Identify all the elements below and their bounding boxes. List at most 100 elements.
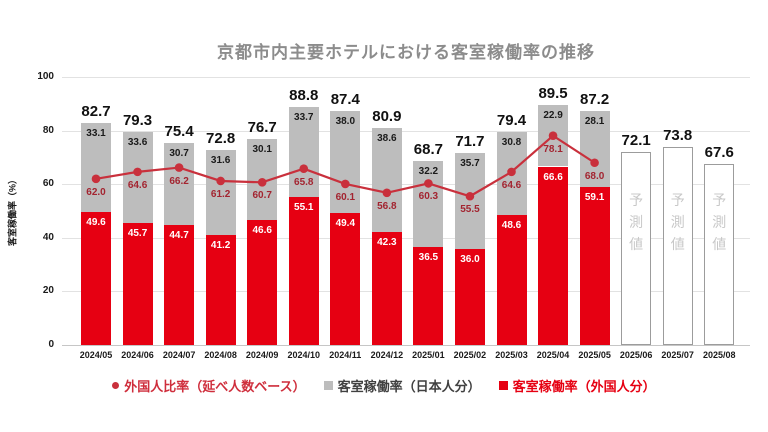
bar-value-japanese: 35.7: [460, 157, 480, 169]
x-tick-label: 2025/05: [578, 350, 611, 360]
red-square-icon: [498, 381, 508, 390]
bar-value-foreign: 66.6: [543, 171, 563, 183]
x-tick-label: 2024/09: [245, 350, 279, 360]
line-value-label: 65.8: [294, 176, 314, 188]
bar-segment-foreign: [164, 225, 195, 345]
bar-value-japanese: 38.0: [335, 115, 356, 127]
x-tick-label: 2024/07: [162, 350, 196, 360]
y-axis-title: 客室稼働率（%）: [7, 175, 18, 247]
bar-segment-foreign: [205, 234, 236, 345]
x-tick-label: 2024/11: [329, 350, 362, 360]
bar-total-label: 89.5: [538, 85, 568, 103]
x-tick-label: 2024/12: [370, 350, 404, 360]
forecast-total-label: 73.8: [663, 127, 693, 145]
bar-value-japanese: 30.8: [501, 137, 522, 149]
bar-value-foreign: 55.1: [294, 202, 314, 214]
legend: 外国人比率（延べ人数ベース） 客室稼働率（日本人分） 客室稼働率（外国人分）: [0, 376, 768, 395]
x-tick-label: 2024/06: [121, 350, 154, 360]
bar-value-japanese: 28.1: [584, 116, 605, 128]
bar-value-japanese: 33.7: [294, 112, 314, 124]
line-value-label: 66.2: [169, 175, 189, 187]
bar-value-foreign: 48.6: [501, 219, 522, 231]
legend-item-foreign-ratio: 外国人比率（延べ人数ベース）: [112, 376, 306, 395]
bar-segment-foreign: [371, 231, 402, 345]
gridline: [62, 345, 750, 346]
bar-value-foreign: 41.2: [210, 239, 231, 251]
bar-total-label: 82.7: [81, 103, 111, 121]
line-dot-icon: [112, 382, 120, 389]
gridline: [62, 130, 750, 132]
y-tick-label: 80: [42, 124, 54, 136]
bar-segment-foreign: [579, 186, 610, 345]
x-tick-label: 2025/02: [453, 350, 487, 360]
bar-value-foreign: 36.0: [460, 253, 480, 265]
line-value-label: 64.6: [501, 179, 522, 191]
bar-total-label: 80.9: [372, 108, 402, 126]
line-value-label: 64.6: [127, 179, 148, 191]
bar-value-japanese: 32.2: [418, 165, 439, 177]
forecast-total-label: 72.1: [621, 131, 651, 149]
legend-label: 客室稼働率（日本人分）: [337, 379, 481, 394]
forecast-total-label: 67.6: [704, 143, 734, 161]
bar-value-foreign: 49.6: [86, 217, 106, 229]
bar-value-foreign: 59.1: [584, 191, 605, 203]
bar-value-foreign: 36.5: [418, 252, 439, 264]
bar-total-label: 75.4: [164, 122, 194, 140]
bar-value-foreign: 42.3: [377, 236, 397, 248]
bar-value-foreign: 45.7: [127, 227, 148, 239]
line-value-label: 60.3: [418, 191, 439, 203]
forecast-bar: 予 測 値: [704, 163, 735, 345]
x-tick-label: 2024/05: [79, 350, 113, 360]
line-value-label: 61.2: [210, 188, 231, 200]
line-value-label: 56.8: [377, 200, 397, 212]
gridline: [62, 237, 750, 239]
x-tick-label: 2025/04: [536, 350, 570, 360]
bar-total-label: 79.3: [122, 112, 153, 130]
forecast-value-text: 予 測 値: [712, 191, 727, 252]
bar-segment-foreign: [538, 166, 569, 345]
x-tick-label: 2024/10: [287, 350, 321, 360]
forecast-bar: 予 測 値: [662, 147, 693, 345]
x-tick-label: 2025/07: [661, 350, 694, 360]
bar-value-japanese: 33.1: [86, 128, 106, 140]
bar-value-foreign: 46.6: [252, 225, 272, 237]
bar-value-japanese: 33.6: [127, 137, 148, 149]
forecast-bar: 予 測 値: [621, 151, 652, 345]
x-tick-label: 2025/08: [702, 350, 736, 360]
line-value-label: 55.5: [460, 204, 480, 216]
x-tick-label: 2025/01: [412, 350, 445, 360]
bar-value-japanese: 38.6: [377, 133, 397, 145]
bar-segment-foreign: [288, 197, 319, 345]
line-value-label: 60.1: [335, 191, 356, 203]
bar-segment-foreign: [330, 212, 361, 345]
gray-square-icon: [323, 381, 333, 390]
bar-total-label: 79.4: [496, 112, 527, 130]
y-tick-label: 100: [37, 71, 54, 82]
bar-segment-foreign: [247, 220, 278, 345]
bar-total-label: 87.4: [330, 90, 360, 108]
line-value-label: 62.0: [86, 186, 106, 198]
y-tick-label: 20: [42, 285, 54, 297]
bar-value-japanese: 30.1: [252, 144, 272, 156]
bar-segment-foreign: [413, 247, 444, 345]
line-value-label: 60.7: [252, 190, 272, 202]
bar-total-label: 87.2: [579, 91, 610, 109]
bar-value-foreign: 49.4: [335, 217, 356, 229]
bar-total-label: 71.7: [455, 132, 485, 150]
bar-value-foreign: 44.7: [169, 230, 189, 242]
x-tick-label: 2024/08: [204, 350, 237, 360]
bar-total-label: 72.8: [206, 129, 236, 147]
bar-total-label: 68.7: [413, 140, 443, 158]
bar-value-japanese: 22.9: [543, 110, 563, 122]
legend-label: 外国人比率（延べ人数ベース）: [124, 379, 306, 394]
bar-total-label: 76.7: [247, 119, 277, 137]
legend-label: 客室稼働率（外国人分）: [512, 379, 656, 394]
chart-title: 京都市内主要ホテルにおける客室稼働率の推移: [217, 43, 595, 62]
y-tick-label: 60: [42, 178, 54, 190]
gridline: [62, 77, 750, 78]
line-value-label: 78.1: [543, 143, 563, 155]
bar-segment-foreign: [81, 212, 111, 345]
gridline: [62, 291, 750, 293]
legend-item-foreign-occupancy: 客室稼働率（外国人分）: [498, 376, 656, 395]
